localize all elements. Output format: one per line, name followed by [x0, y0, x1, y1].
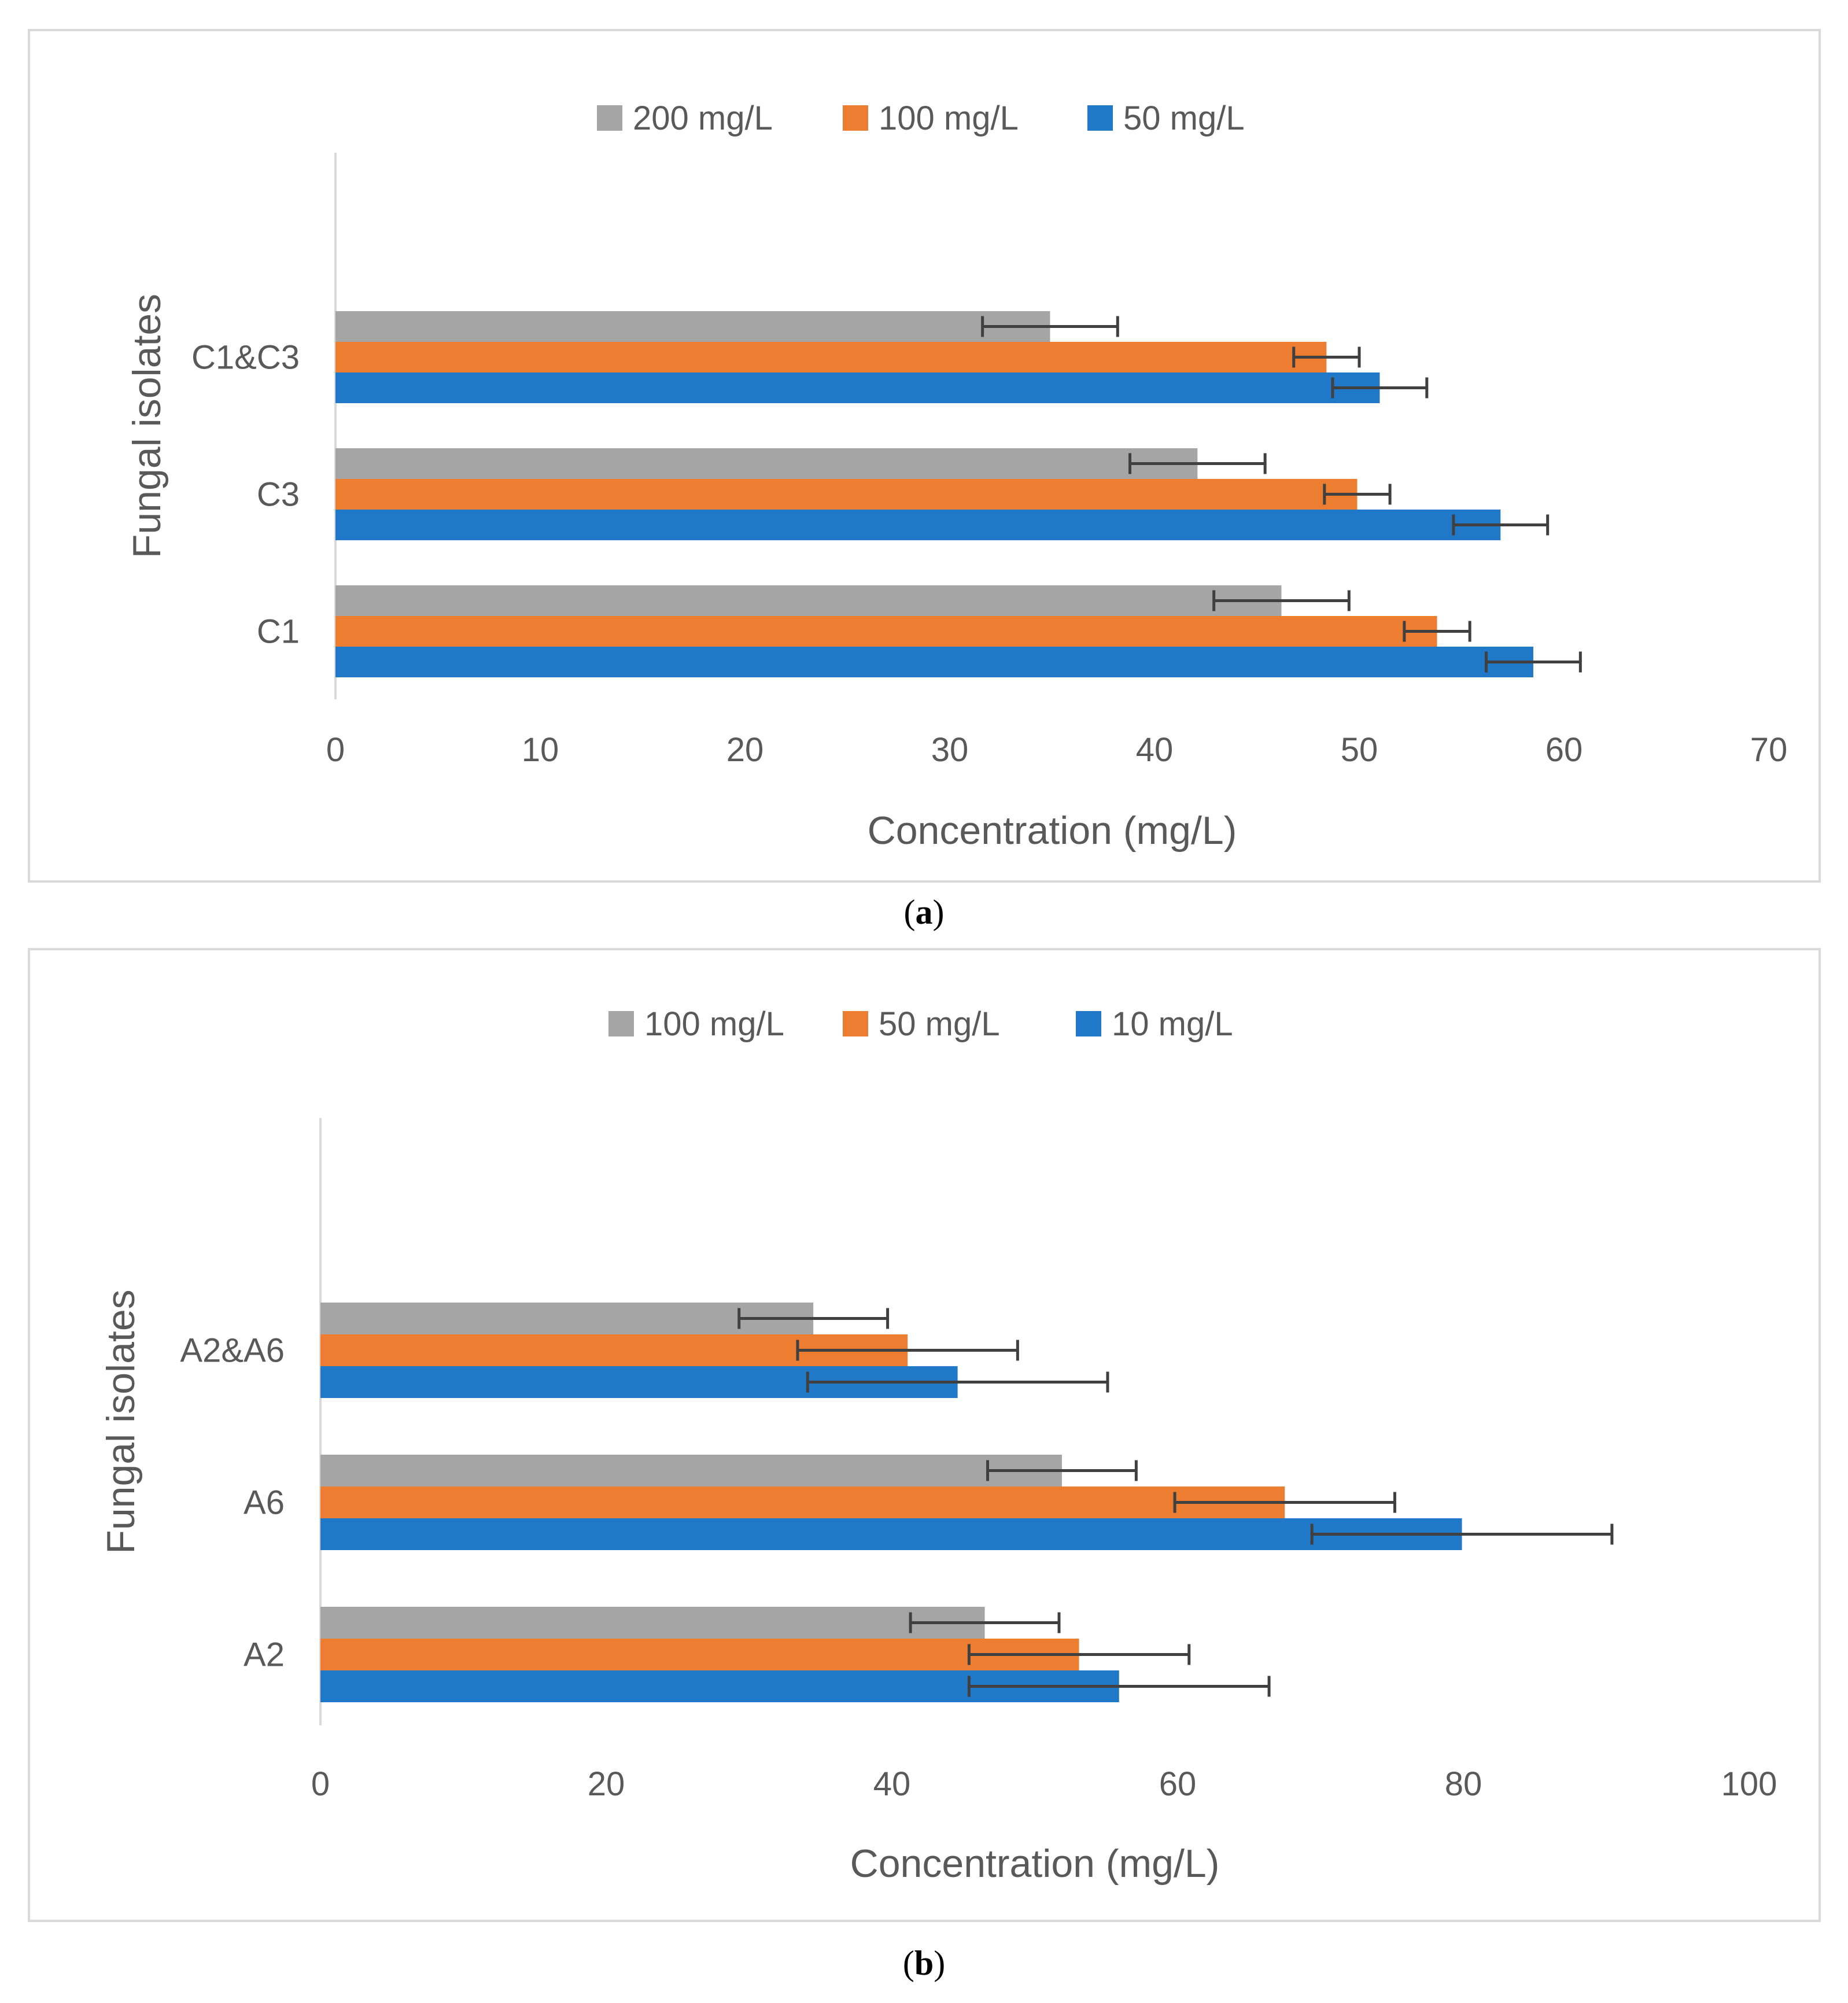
x-tick-label-50: 50 [1341, 731, 1378, 769]
chart-b-svg: 0 20 40 60 80 100 Concentration (mg/L) Fungal i… [99, 1005, 1777, 1886]
x-tick-label-100: 100 [1721, 1765, 1777, 1803]
legend-label-100-mg-l: 100 mg/L [644, 1005, 784, 1043]
legend-swatch-10-mg-l [1076, 1011, 1101, 1036]
category-label-c3: C3 [257, 476, 300, 514]
error-bar-a2-100-mg-l [909, 1612, 1061, 1633]
x-tick-label-20: 20 [726, 731, 764, 769]
x-tick-label-10: 10 [522, 731, 559, 769]
bar-c1-c3-50-mg-l [335, 372, 1380, 403]
error-bar-a2-a6-50-mg-l [796, 1340, 1019, 1361]
error-bar-c1-c3-50-mg-l [1331, 377, 1429, 399]
y-axis-title: Fungal isolates [125, 294, 169, 558]
error-bar-a6-50-mg-l [1173, 1492, 1396, 1513]
category-label-a2: A2 [244, 1636, 285, 1674]
x-tick-label-20: 20 [588, 1765, 625, 1803]
bar-c1-c3-200-mg-l [335, 311, 1050, 342]
chart-panel-b: 0 20 40 60 80 100 Concentration (mg/L) Fungal i… [28, 948, 1821, 1922]
error-bar-a2-50-mg-l [967, 1644, 1191, 1665]
error-bar-a2-10-mg-l [967, 1676, 1271, 1697]
x-tick-label-30: 30 [931, 731, 969, 769]
error-bar-c1-100-mg-l [1403, 621, 1471, 642]
legend-label-50-mg-l: 50 mg/L [1123, 99, 1245, 137]
legend-label-50-mg-l: 50 mg/L [879, 1005, 1000, 1043]
error-bar-c1-c3-200-mg-l [981, 316, 1119, 337]
chart-panel-a: 0 10 20 30 40 50 60 70 Concentration (mg/L) Funga… [28, 29, 1821, 883]
bar-a2-50-mg-l [320, 1639, 1079, 1670]
bar-a2-a6-100-mg-l [320, 1303, 814, 1334]
error-bar-c1-200-mg-l [1212, 590, 1351, 611]
bar-c1-100-mg-l [335, 616, 1437, 647]
x-tick-label-0: 0 [326, 731, 345, 769]
bar-a6-10-mg-l [320, 1518, 1462, 1550]
category-label-a6: A6 [244, 1484, 285, 1522]
error-bar-c1-c3-100-mg-l [1292, 346, 1361, 368]
bar-a6-100-mg-l [320, 1455, 1062, 1486]
x-axis-title: Concentration (mg/L) [868, 809, 1237, 853]
error-bar-c3-200-mg-l [1128, 453, 1267, 474]
x-tick-label-80: 80 [1445, 1765, 1482, 1803]
legend-label-10-mg-l: 10 mg/L [1112, 1005, 1233, 1043]
x-axis-title: Concentration (mg/L) [850, 1842, 1220, 1886]
x-tick-label-60: 60 [1159, 1765, 1197, 1803]
bar-a2-100-mg-l [320, 1607, 985, 1639]
x-tick-label-60: 60 [1545, 731, 1583, 769]
error-bar-a2-a6-100-mg-l [737, 1308, 890, 1329]
x-tick-label-0: 0 [311, 1765, 330, 1803]
caption-b: (b) [902, 1944, 946, 1982]
bar-c1-c3-100-mg-l [335, 342, 1327, 372]
error-bar-c3-100-mg-l [1323, 484, 1392, 505]
legend-label-100-mg-l: 100 mg/L [879, 99, 1019, 137]
bar-c3-200-mg-l [335, 448, 1198, 479]
chart-a-svg: 0 10 20 30 40 50 60 70 Concentration (mg/L) Funga… [125, 99, 1788, 853]
legend-swatch-100-mg-l [843, 105, 868, 131]
x-tick-label-70: 70 [1750, 731, 1788, 769]
error-bar-c1-50-mg-l [1484, 651, 1582, 673]
bar-c1-50-mg-l [335, 647, 1533, 677]
error-bar-c3-50-mg-l [1452, 514, 1550, 536]
bar-c3-100-mg-l [335, 479, 1358, 510]
error-bar-a6-100-mg-l [986, 1460, 1138, 1481]
legend-label-200-mg-l: 200 mg/L [633, 99, 773, 137]
legend-swatch-50-mg-l [1087, 105, 1113, 131]
caption-a: (a) [903, 893, 945, 931]
error-bar-a2-a6-10-mg-l [806, 1371, 1109, 1393]
y-axis-title: Fungal isolates [99, 1289, 143, 1554]
legend-swatch-50-mg-l [843, 1011, 868, 1036]
category-label-a2-a6: A2&A6 [180, 1332, 285, 1370]
x-tick-label-40: 40 [873, 1765, 911, 1803]
bar-a6-50-mg-l [320, 1486, 1285, 1518]
error-bar-a6-10-mg-l [1310, 1524, 1614, 1545]
x-tick-label-40: 40 [1136, 731, 1174, 769]
bar-c3-50-mg-l [335, 510, 1501, 540]
legend-swatch-200-mg-l [597, 105, 622, 131]
category-label-c1: C1 [257, 613, 300, 651]
category-label-c1-c3: C1&C3 [191, 339, 300, 377]
legend-swatch-100-mg-l [608, 1011, 634, 1036]
bar-c1-200-mg-l [335, 585, 1282, 616]
